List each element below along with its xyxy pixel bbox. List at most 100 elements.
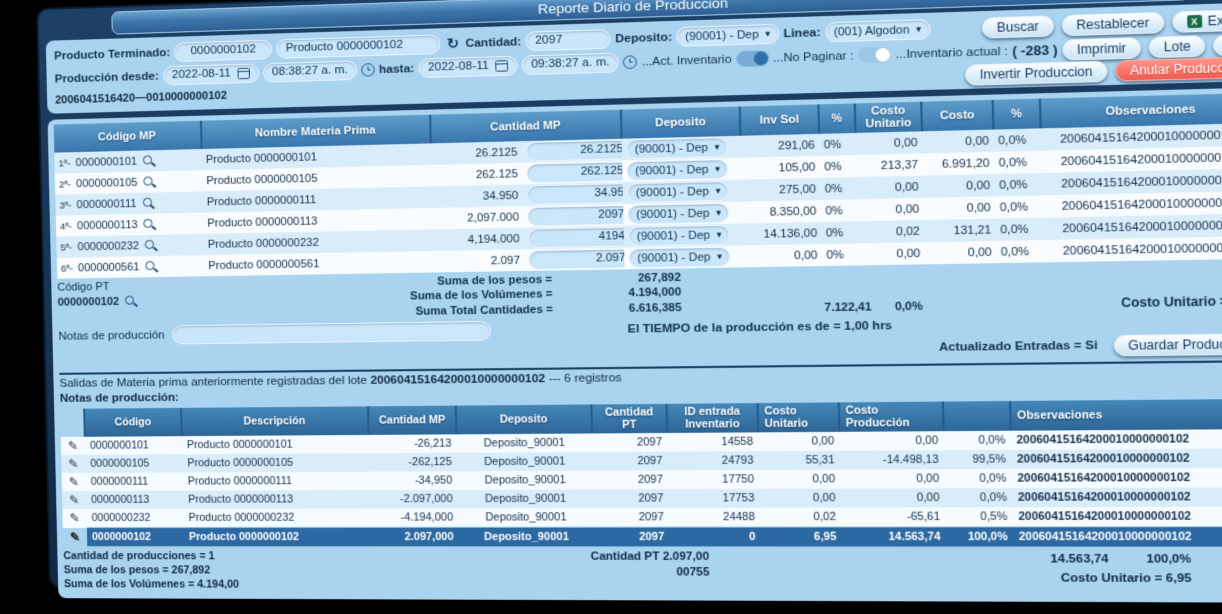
costo-unitario-cell: 55,31 xyxy=(805,453,835,467)
chevron-down-icon: ▾ xyxy=(714,141,720,153)
deposito-select[interactable]: (90001) - Dep ▾ xyxy=(627,202,730,225)
refresh-icon[interactable]: ↻ xyxy=(446,34,460,52)
row-number: 2ª- xyxy=(58,178,72,191)
search-icon[interactable] xyxy=(143,218,154,228)
fecha-hasta-field[interactable]: 2022-08-11 xyxy=(418,55,518,79)
edit-icon[interactable]: ✎ xyxy=(69,530,81,545)
id-entrada-cell: 24793 xyxy=(721,454,754,468)
hora-desde-field[interactable]: 08:38:27 a. m. xyxy=(262,60,358,83)
id-entrada-cell: 24488 xyxy=(722,510,756,524)
no-paginar-toggle[interactable] xyxy=(857,46,892,64)
fecha-desde-field[interactable]: 2022-08-11 xyxy=(162,63,259,86)
edit-icon[interactable]: ✎ xyxy=(69,492,80,508)
header-cantidad-mp: Cantidad MP xyxy=(367,405,457,435)
codigo-cell: 0000000101 xyxy=(89,439,149,452)
footer-center: Cantidad PT 2.097,00 00755 xyxy=(328,549,710,594)
inv-sol-cell: 14.136,00 xyxy=(763,226,818,241)
codigo-pt-value: 0000000102 xyxy=(57,296,120,310)
cantidad-pt-cell: 2097 xyxy=(636,436,663,449)
deposito-select[interactable]: (90001) - Dep ▾ xyxy=(627,224,731,247)
edit-icon[interactable]: ✎ xyxy=(67,438,79,453)
mp-code-cell: 4ª- 0000000113 xyxy=(56,213,204,237)
deposito-value: (90001) - Dep xyxy=(634,141,709,156)
search-icon[interactable] xyxy=(143,175,153,186)
observaciones-cell: 20060415164200010000000102 xyxy=(1013,526,1222,548)
table-row: ✎ 0000000102 Producto 0000000102 2.097,0… xyxy=(62,526,1222,548)
edit-icon[interactable]: ✎ xyxy=(68,474,79,489)
deposito-select[interactable]: (90001) - Dep ▾ xyxy=(625,137,729,160)
costo-produccion-cell: 14.563,74 xyxy=(841,526,947,547)
cantidad-input[interactable] xyxy=(525,29,612,52)
lote-button[interactable]: Lote xyxy=(1148,34,1206,58)
cantidad-mp-input[interactable] xyxy=(527,226,625,249)
sum-values: 267,892 4.194,000 6.616,385 xyxy=(552,270,682,318)
row-number: 5ª- xyxy=(60,241,73,254)
clock-icon[interactable] xyxy=(361,63,375,77)
id-entrada-cell: 14558 xyxy=(721,435,754,449)
costo-unitario-cell: 0,02 xyxy=(895,224,920,238)
excel-button[interactable]: X Excel xyxy=(1171,8,1222,33)
deposito-select[interactable]: (90001) - Dep ▾ xyxy=(676,23,780,47)
imprimir-button[interactable]: Imprimir xyxy=(1061,36,1142,61)
deposito-select[interactable]: (90001) - Dep ▾ xyxy=(626,159,729,182)
inv-pct-cell: 0% xyxy=(823,138,842,152)
id-entrada-cell: 0 xyxy=(669,527,762,547)
costo-produccion-cell: -14.498,13 xyxy=(882,453,939,467)
search-icon[interactable] xyxy=(145,260,155,270)
cantidad-mp-input[interactable] xyxy=(526,161,623,184)
mp-code: 0000000111 xyxy=(76,197,137,211)
header-deposito: Deposito xyxy=(620,106,741,139)
hora-desde-value: 08:38:27 a. m. xyxy=(271,63,348,79)
linea-select[interactable]: (001) Algodon ▾ xyxy=(824,19,931,43)
anular-produccion-button[interactable]: Anular Produccion xyxy=(1114,56,1222,82)
deposito-cell: (90001) - Dep ▾ xyxy=(623,180,742,204)
calendar-icon[interactable] xyxy=(495,60,508,72)
cantidad-mp-input[interactable] xyxy=(526,183,624,205)
salidas-table: Código Descripción Cantidad MP Deposito … xyxy=(60,398,1222,548)
hora-hasta-field[interactable]: 09:38:27 a. m. xyxy=(521,52,620,76)
costo-cell: 0,00 xyxy=(965,134,990,148)
suma-pesos-text: Suma de los pesos = 267,892 xyxy=(63,564,211,577)
cantidad-mp-input[interactable] xyxy=(527,204,624,227)
cantidad-mp-value: 26.2125 xyxy=(475,145,518,160)
guardar-produccion-button[interactable]: Guardar Produccion xyxy=(1113,333,1222,357)
search-icon[interactable] xyxy=(142,197,152,207)
descripcion-cell: Producto 0000000102 xyxy=(183,527,372,547)
cantidad-mp-input[interactable] xyxy=(525,139,623,162)
inv-sol-cell: 105,00 xyxy=(778,160,816,175)
inv-pct-cell: 0% xyxy=(824,160,842,174)
search-icon[interactable] xyxy=(145,239,155,249)
mp-code: 0000000232 xyxy=(77,239,140,253)
pct-cell: 0,5% xyxy=(980,510,1008,524)
cantidad-mp-input-cell xyxy=(524,248,625,271)
search-icon[interactable] xyxy=(143,154,153,165)
header-pct: % xyxy=(818,103,856,134)
edit-icon[interactable]: ✎ xyxy=(68,456,79,471)
calendar-icon[interactable] xyxy=(236,67,250,80)
deposito-cell: (90001) - Dep ▾ xyxy=(622,136,741,161)
formato-produccion-button[interactable]: Formato Produccion xyxy=(1213,29,1222,56)
invertir-produccion-button[interactable]: Invertir Produccion xyxy=(964,60,1108,86)
mp-code: 0000000113 xyxy=(76,218,138,232)
restablecer-button[interactable]: Restablecer xyxy=(1061,11,1165,36)
producto-codigo-input[interactable] xyxy=(174,39,273,62)
id-entrada-cell: 17753 xyxy=(722,492,755,505)
act-inventario-toggle[interactable] xyxy=(735,50,769,67)
deposito-select[interactable]: (90001) - Dep ▾ xyxy=(628,246,731,269)
deposito-select[interactable]: (90001) - Dep ▾ xyxy=(626,180,730,203)
search-icon[interactable] xyxy=(125,295,135,306)
header-observaciones: Observaciones xyxy=(1010,398,1222,431)
mp-code-cell: 5ª- 0000000232 xyxy=(56,234,204,258)
cantidad-mp-input[interactable] xyxy=(528,248,625,270)
deposito-value: (90001) - Dep xyxy=(635,185,710,200)
observaciones-cell: 20060415164200010000000102 xyxy=(1017,490,1191,504)
clock-icon[interactable] xyxy=(623,55,638,70)
inv-pct-cell: 0% xyxy=(824,182,843,196)
edit-icon[interactable]: ✎ xyxy=(69,511,80,526)
notas-produccion-input[interactable] xyxy=(172,320,492,345)
inventario-actual-label: ...Inventario actual : xyxy=(895,44,1008,61)
cantidad-mp-value: 4,194.000 xyxy=(467,232,520,246)
buscar-button[interactable]: Buscar xyxy=(982,14,1054,39)
producto-nombre-input[interactable] xyxy=(276,34,441,59)
